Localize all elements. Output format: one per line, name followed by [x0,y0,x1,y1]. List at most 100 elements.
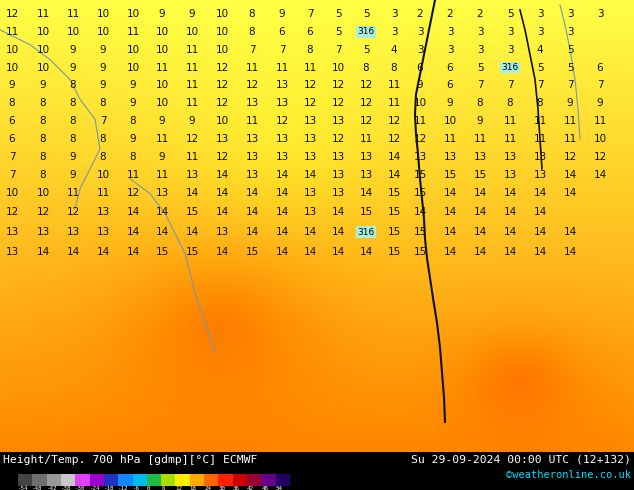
Text: 10: 10 [155,45,169,55]
Text: 14: 14 [332,227,345,237]
Text: 10: 10 [593,134,607,144]
Text: 14: 14 [474,207,487,218]
Text: 11: 11 [564,134,577,144]
Text: -18: -18 [104,487,114,490]
Text: 14: 14 [185,188,198,197]
Text: 3: 3 [417,45,424,55]
Text: 12: 12 [126,188,139,197]
Text: 8: 8 [130,152,136,162]
Text: 3: 3 [417,27,424,37]
Bar [147,474,161,486]
Text: 14: 14 [443,207,456,218]
Text: 5: 5 [363,45,370,55]
Text: 11: 11 [245,116,259,126]
Text: 13: 13 [474,152,487,162]
Text: 15: 15 [387,227,401,237]
Text: 14: 14 [503,227,517,237]
Text: 14: 14 [126,227,139,237]
Bar [219,474,233,486]
Text: 11: 11 [36,9,49,19]
Text: 9: 9 [189,116,195,126]
Text: 9: 9 [279,9,285,19]
Text: 11: 11 [503,116,517,126]
Text: 316: 316 [358,228,375,237]
Text: 13: 13 [96,207,110,218]
Text: -48: -48 [32,487,43,490]
Text: 9: 9 [70,152,76,162]
Text: 10: 10 [216,9,229,19]
Text: 9: 9 [158,116,165,126]
Text: 14: 14 [387,170,401,180]
Text: 9: 9 [189,9,195,19]
Text: 15: 15 [387,247,401,257]
Text: 13: 13 [96,227,110,237]
Text: 9: 9 [567,98,573,108]
Text: 12: 12 [304,80,316,90]
Text: 9: 9 [447,98,453,108]
Text: 11: 11 [67,188,80,197]
Text: 13: 13 [359,152,373,162]
Text: 11: 11 [443,134,456,144]
Text: 3: 3 [477,27,483,37]
Text: 3: 3 [447,27,453,37]
Text: 11: 11 [245,63,259,73]
Text: 14: 14 [474,247,487,257]
Text: 14: 14 [359,247,373,257]
Text: 13: 13 [275,134,288,144]
Text: 5: 5 [567,45,573,55]
Bar [190,474,204,486]
Text: 6: 6 [417,63,424,73]
Text: 13: 13 [332,188,345,197]
Text: 8: 8 [477,98,483,108]
Text: 8: 8 [363,63,370,73]
Bar [118,474,133,486]
Text: 12: 12 [332,80,345,90]
Bar [32,474,47,486]
Text: 2: 2 [477,9,483,19]
Text: -54: -54 [18,487,29,490]
Text: 24: 24 [204,487,211,490]
Text: 12: 12 [332,134,345,144]
Text: 13: 13 [332,116,345,126]
Text: 8: 8 [40,170,46,180]
Text: 8: 8 [507,98,514,108]
Text: 8: 8 [249,9,256,19]
Text: 7: 7 [9,170,15,180]
Text: 14: 14 [564,247,577,257]
Text: 7: 7 [477,80,483,90]
Text: 3: 3 [507,27,514,37]
Bar [47,474,61,486]
Bar [75,474,89,486]
Text: 6: 6 [447,63,453,73]
Text: 10: 10 [96,170,110,180]
Text: 12: 12 [245,80,259,90]
Text: 6: 6 [9,116,15,126]
Text: 7: 7 [9,152,15,162]
Text: 13: 13 [275,152,288,162]
Text: 9: 9 [477,116,483,126]
Text: 7: 7 [100,116,107,126]
Text: 7: 7 [567,80,573,90]
Text: 10: 10 [155,80,169,90]
Text: 11: 11 [275,63,288,73]
Text: 30: 30 [219,487,226,490]
Text: 15: 15 [387,188,401,197]
Text: 14: 14 [216,170,229,180]
Text: 8: 8 [70,80,76,90]
Text: 14: 14 [443,247,456,257]
Text: 10: 10 [413,98,427,108]
Text: 8: 8 [40,116,46,126]
Text: ©weatheronline.co.uk: ©weatheronline.co.uk [506,470,631,480]
Text: 14: 14 [533,207,547,218]
Text: 8: 8 [100,152,107,162]
Text: 13: 13 [216,134,229,144]
Text: 2: 2 [447,9,453,19]
Text: -38: -38 [61,487,72,490]
Text: 11: 11 [533,134,547,144]
Text: -6: -6 [133,487,139,490]
Text: 10: 10 [6,45,18,55]
Text: 15: 15 [185,207,198,218]
Text: 11: 11 [185,98,198,108]
Text: 14: 14 [275,207,288,218]
Text: 14: 14 [245,188,259,197]
